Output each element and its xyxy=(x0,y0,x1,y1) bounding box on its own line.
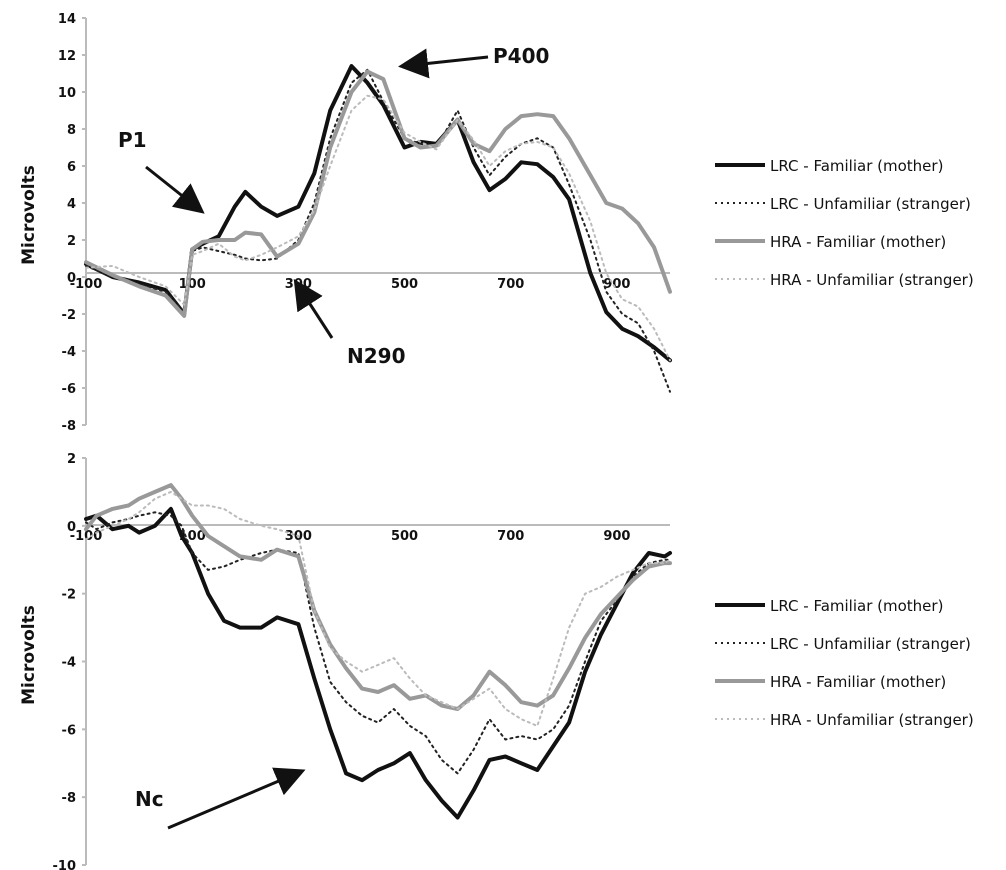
p1-arrow xyxy=(145,165,205,214)
series-line-2 xyxy=(85,68,671,393)
legend-label: HRA - Familiar (mother) xyxy=(770,673,946,691)
series-line-3 xyxy=(84,69,672,318)
bottom-x-tick-labels: -100 100 300 500 700 900 xyxy=(70,529,631,544)
y-tick-label: -4 xyxy=(62,345,76,360)
x-tick-label: 700 xyxy=(497,529,524,544)
nc-annotation: Nc xyxy=(135,787,164,811)
series-line-4 xyxy=(85,94,671,362)
y-tick-label: -6 xyxy=(62,382,76,397)
top-series-lines xyxy=(84,64,672,393)
bottom-y-axis-label: Microvolts xyxy=(19,605,39,705)
x-tick-label: 900 xyxy=(603,529,630,544)
y-tick-label: 10 xyxy=(58,86,76,101)
legend-label: HRA - Unfamiliar (stranger) xyxy=(770,271,974,289)
legend-label: LRC - Familiar (mother) xyxy=(770,157,943,175)
x-tick-label: 100 xyxy=(179,277,206,292)
p400-annotation: P400 xyxy=(493,44,549,68)
x-tick-label: 500 xyxy=(391,277,418,292)
x-tick-label: -100 xyxy=(70,529,103,544)
n290-annotation: N290 xyxy=(347,344,406,368)
y-tick-label: 14 xyxy=(58,12,76,27)
legend-label: HRA - Unfamiliar (stranger) xyxy=(770,711,974,729)
y-tick-label: 4 xyxy=(67,197,76,212)
y-tick-label: -4 xyxy=(62,656,76,671)
legend-label: HRA - Familiar (mother) xyxy=(770,233,946,251)
y-tick-label: 6 xyxy=(67,160,76,175)
x-tick-label: 700 xyxy=(497,277,524,292)
bottom-y-tick-labels: 2 0 -2 -4 -6 -8 -10 xyxy=(53,452,86,870)
nc-arrow xyxy=(167,767,306,830)
n290-arrow xyxy=(293,278,334,339)
series-line-1 xyxy=(84,506,672,820)
y-tick-label: -8 xyxy=(62,791,76,806)
top-legend: LRC - Familiar (mother) LRC - Unfamiliar … xyxy=(715,157,974,289)
y-tick-label: 0 xyxy=(67,520,76,535)
bottom-series-lines xyxy=(84,483,672,820)
p1-annotation: P1 xyxy=(118,128,147,152)
y-tick-label: 0 xyxy=(67,271,76,286)
x-tick-label: -100 xyxy=(70,277,103,292)
annotations: P1 P400 N290 Nc xyxy=(118,44,549,830)
y-tick-label: -2 xyxy=(62,588,76,603)
legend-label: LRC - Unfamiliar (stranger) xyxy=(770,635,971,653)
p400-arrow xyxy=(398,48,489,79)
y-tick-label: 8 xyxy=(67,123,76,138)
series-line-4 xyxy=(85,490,671,727)
y-tick-label: 2 xyxy=(67,452,76,467)
y-tick-label: -2 xyxy=(62,308,76,323)
y-tick-label: 12 xyxy=(58,49,76,64)
series-line-3 xyxy=(84,483,672,711)
y-tick-label: -6 xyxy=(62,723,76,738)
y-tick-label: -8 xyxy=(62,419,76,434)
y-tick-label: -10 xyxy=(53,859,77,870)
legend-label: LRC - Familiar (mother) xyxy=(770,597,943,615)
top-y-tick-labels: 14 12 10 8 6 4 2 0 -2 -4 -6 -8 xyxy=(58,12,86,434)
bottom-legend: LRC - Familiar (mother) LRC - Unfamiliar … xyxy=(715,597,974,729)
series-line-1 xyxy=(84,64,672,363)
y-tick-label: 2 xyxy=(67,234,76,249)
x-tick-label: 500 xyxy=(391,529,418,544)
bottom-chart-panel: Microvolts 20-2-4-6-8-10 -100 100 300 500 70… xyxy=(19,452,672,870)
legend-label: LRC - Unfamiliar (stranger) xyxy=(770,195,971,213)
top-y-axis-label: Microvolts xyxy=(19,165,39,265)
